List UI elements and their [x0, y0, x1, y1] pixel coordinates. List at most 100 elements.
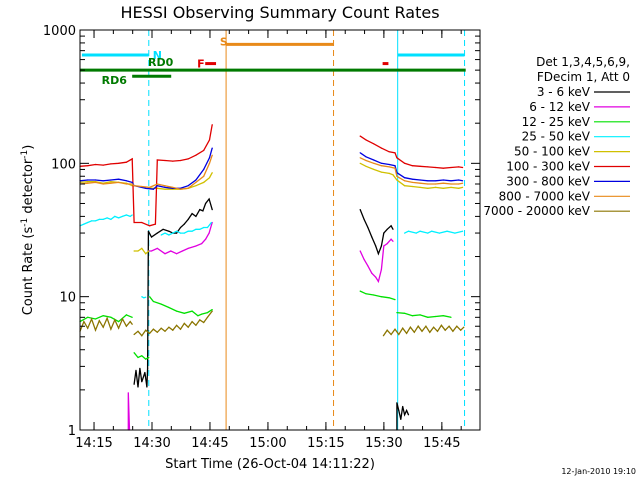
y-axis-title-part-3: ): [21, 145, 36, 150]
series-4-point-3-7: [404, 185, 406, 187]
series-3-point-2-5: [179, 232, 182, 234]
series-1-point-2-8: [386, 243, 388, 245]
series-6-point-1-14: [458, 179, 460, 181]
series-4-point-3-12: [442, 187, 444, 189]
series-5-point-0-5: [118, 162, 120, 164]
series-3-point-2-6: [183, 232, 185, 234]
y-axis-title-part-2: detector: [21, 158, 36, 218]
series-2-point-0-7: [131, 316, 133, 318]
series-6-point-0-13: [164, 186, 166, 188]
series-5-point-0-8: [133, 221, 135, 224]
series-4-point-1-3: [145, 253, 147, 255]
series-3-point-1-0: [141, 296, 143, 298]
series-5-point-1-12: [442, 167, 444, 169]
x-tick-label-3: 15:00: [249, 436, 286, 451]
series-0-point-0-20: [199, 209, 201, 211]
series-8-point-2-1: [386, 329, 388, 331]
series-3-point-1-1: [143, 297, 145, 299]
series-6-point-0-3: [102, 180, 104, 182]
series-7-point-1-2: [373, 162, 375, 164]
series-8-point-1-10: [172, 329, 174, 331]
series-5-point-0-10: [149, 225, 151, 227]
series-0-point-0-12: [168, 230, 170, 232]
series-7-point-0-12: [164, 185, 166, 187]
series-6-point-0-18: [203, 168, 205, 170]
series-3-point-0-6: [102, 218, 104, 220]
chart-title: HESSI Observing Summary Count Rates: [120, 3, 439, 22]
series-0-point-1-8: [386, 228, 388, 230]
series-2-point-1-2: [141, 355, 143, 357]
series-8-point-0-7: [106, 317, 108, 319]
series-8-point-2-19: [456, 325, 458, 327]
annotation-label-2: S: [220, 35, 228, 48]
series-6-point-0-20: [211, 147, 213, 149]
y-axis-title: Count Rate (s-1 detector-1): [20, 145, 36, 316]
series-7-point-1-11: [435, 183, 437, 185]
series-1-point-2-5: [377, 280, 379, 283]
series-6-point-0-10: [145, 187, 147, 189]
series-2-point-3-2: [373, 294, 375, 296]
series-3-point-3-0: [404, 232, 406, 234]
series-4-point-3-10: [427, 187, 429, 189]
series-5-point-0-18: [203, 149, 205, 151]
series-5-point-0-7: [131, 158, 133, 160]
series-0-point-0-16: [183, 223, 185, 225]
series-6-point-0-4: [110, 179, 112, 181]
series-7-point-0-8: [133, 185, 135, 187]
series-3-point-3-5: [431, 230, 433, 232]
series-7-segment-1: [359, 157, 463, 185]
series-8-point-0-6: [102, 326, 104, 328]
series-2-point-0-6: [125, 314, 127, 316]
series-4-point-2-9: [211, 172, 213, 174]
series-1-point-2-4: [375, 276, 377, 278]
series-7-point-0-3: [102, 183, 104, 185]
series-3-point-3-7: [446, 230, 448, 232]
legend: Det 1,3,4,5,6,9, FDecim 1, Att 0 3 - 6 k…: [483, 55, 630, 218]
series-7-point-0-6: [125, 183, 127, 185]
series-3-point-0-7: [106, 217, 108, 219]
series-3-point-0-8: [110, 218, 112, 220]
series-7-point-0-10: [149, 186, 151, 188]
series-6-point-1-8: [411, 178, 413, 180]
series-1-point-1-3: [164, 253, 166, 255]
series-2-point-1-0: [133, 352, 135, 354]
series-7-point-0-14: [179, 188, 182, 190]
series-8-point-0-8: [110, 328, 112, 330]
series-8-point-1-13: [183, 322, 185, 324]
series-7-point-1-12: [442, 182, 444, 184]
series-8-point-2-6: [406, 332, 408, 334]
series-4-point-3-14: [458, 187, 460, 189]
series-8-point-2-5: [402, 327, 404, 329]
series-1-point-1-11: [208, 232, 210, 234]
series-0-point-0-3: [139, 367, 141, 369]
series-5-point-0-16: [187, 158, 189, 160]
series-0-point-1-10: [392, 228, 394, 230]
series-7-point-0-13: [172, 186, 174, 188]
series-0-point-0-22: [205, 202, 207, 205]
series-6-point-0-2: [94, 179, 97, 181]
series-8-point-2-8: [413, 331, 415, 333]
series-2-point-2-3: [168, 306, 170, 309]
series-4-point-0-4: [110, 181, 112, 183]
y-tick-label-3: 1000: [43, 24, 76, 39]
series-2-point-0-3: [102, 315, 104, 317]
series-4-point-2-8: [208, 177, 211, 179]
legend-label-2: 12 - 25 keV: [522, 115, 591, 129]
series-3-point-2-1: [164, 232, 166, 234]
series-0-point-1-9: [390, 225, 392, 227]
series-8-point-2-12: [429, 331, 431, 333]
series-0-point-1-6: [380, 245, 382, 247]
series-0-point-0-15: [179, 226, 182, 229]
legend-header-2: FDecim 1, Att 0: [537, 70, 630, 84]
x-tick-label-0: 14:15: [75, 436, 112, 451]
series-4-point-2-6: [195, 185, 197, 187]
series-7-point-1-14: [458, 183, 460, 185]
series-6-point-0-11: [152, 188, 154, 190]
series-4-segment-3: [359, 162, 463, 189]
series-2-point-4-1: [404, 312, 406, 314]
series-3-point-2-0: [160, 234, 162, 236]
series-5-point-0-11: [154, 223, 156, 225]
series-0: [133, 197, 410, 431]
series-4-point-2-7: [203, 181, 205, 183]
